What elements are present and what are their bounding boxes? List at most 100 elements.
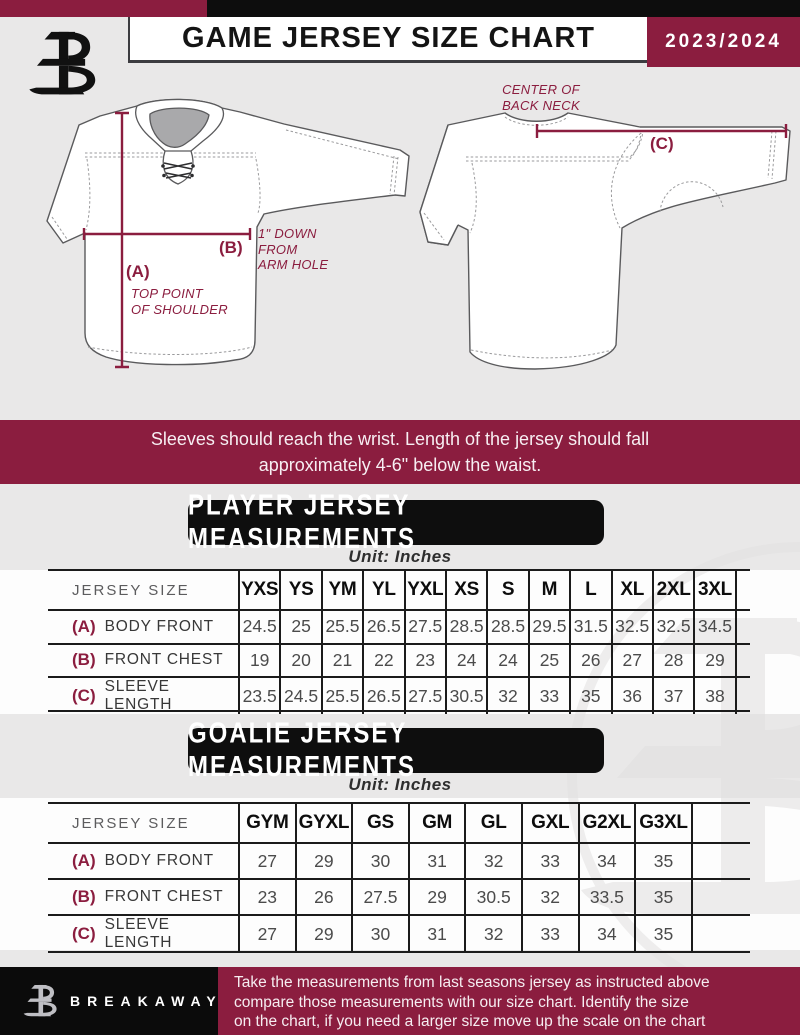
value-cell: 34.5 xyxy=(693,611,734,643)
row-key: (A) xyxy=(72,851,96,871)
goalie-measurements-table: JERSEY SIZE GYM GYXL GS GM GL GXL G2XL G3XL (A) BO… xyxy=(48,802,750,953)
size-column-header: GS xyxy=(351,804,408,842)
footer-line-1: Take the measurements from last seasons … xyxy=(234,974,710,991)
value-cell: 19 xyxy=(238,644,279,676)
empty-trailing-cell xyxy=(734,678,750,714)
breakaway-b-logo xyxy=(26,24,102,104)
value-cell: 38 xyxy=(693,678,734,714)
value-cell: 29.5 xyxy=(527,611,569,643)
value-cell: 36 xyxy=(610,678,652,714)
header-black-strip xyxy=(207,0,800,17)
value-cell: 26 xyxy=(569,644,610,676)
table-row: (B) FRONT CHEST 19 20 21 22 23 24 24 25 26 27 28 29 xyxy=(48,644,750,678)
empty-trailing-cell xyxy=(734,611,750,643)
player-measurements-table: JERSEY SIZE YXS YS YM YL YXL XS S M L XL 2XL 3XL (A) B… xyxy=(48,569,750,714)
size-column-header: GYXL xyxy=(294,804,352,842)
size-column-header: YM xyxy=(320,571,362,609)
value-cell: 27 xyxy=(610,644,652,676)
notice-line-1: Sleeves should reach the wrist. Length o… xyxy=(150,429,650,449)
size-column-header: G3XL xyxy=(634,804,691,842)
value-cell: 33 xyxy=(527,678,569,714)
season-badge: 2023/2024 xyxy=(647,17,800,67)
value-cell: 29 xyxy=(407,880,465,915)
value-cell: 22 xyxy=(362,644,403,676)
size-column-header: XL xyxy=(610,571,652,609)
table-row: (B) FRONT CHEST 23 26 27.5 29 30.5 32 33.5 35 xyxy=(48,880,750,917)
row-label: BODY FRONT xyxy=(104,852,214,870)
table-row: (C) SLEEVE LENGTH 23.5 24.5 25.5 26.5 27.5 30.5… xyxy=(48,678,750,714)
player-section-heading: PLAYER JERSEY MEASUREMENTS xyxy=(188,489,417,555)
header-maroon-strip xyxy=(0,0,207,17)
goalie-section-heading-box: GOALIE JERSEY MEASUREMENTS xyxy=(188,717,604,782)
label-center-back-neck: CENTER OF BACK NECK xyxy=(502,82,580,113)
value-cell: 29 xyxy=(294,844,352,879)
footer-b-logo xyxy=(22,981,60,1021)
value-cell: 21 xyxy=(320,644,362,676)
size-header-label: JERSEY SIZE xyxy=(72,581,190,599)
value-cell: 23.5 xyxy=(238,678,279,714)
value-cell: 28.5 xyxy=(486,611,527,643)
size-column-header: GM xyxy=(407,804,465,842)
footer-brand-box: BREAKAWAY xyxy=(0,967,218,1035)
value-cell: 23 xyxy=(238,880,295,915)
page-title: GAME JERSEY SIZE CHART xyxy=(181,22,596,54)
season-label: 2023/2024 xyxy=(665,31,782,52)
empty-trailing-cell xyxy=(690,844,750,879)
value-cell: 29 xyxy=(294,916,352,953)
row-key: (B) xyxy=(72,650,96,670)
value-cell: 37 xyxy=(651,678,693,714)
value-cell: 34 xyxy=(577,916,635,953)
measure-lines-front xyxy=(82,111,252,369)
goalie-section-heading: GOALIE JERSEY MEASUREMENTS xyxy=(188,717,417,783)
value-cell: 35 xyxy=(569,678,610,714)
row-label: SLEEVE LENGTH xyxy=(104,916,173,952)
size-column-header: S xyxy=(486,571,527,609)
fit-notice-banner: Sleeves should reach the wrist. Length o… xyxy=(0,420,800,484)
size-column-header: GYM xyxy=(238,804,295,842)
table-row: (C) SLEEVE LENGTH 27 29 30 31 32 33 34 35 xyxy=(48,916,750,953)
value-cell: 33 xyxy=(520,916,578,953)
value-cell: 28 xyxy=(651,644,693,676)
value-cell: 25 xyxy=(279,611,320,643)
empty-trailing-cell xyxy=(690,916,750,953)
size-column-header: GXL xyxy=(520,804,578,842)
value-cell: 31.5 xyxy=(569,611,610,643)
label-c-key: (C) xyxy=(650,134,674,153)
size-column-header: YXL xyxy=(403,571,445,609)
value-cell: 25.5 xyxy=(320,678,362,714)
row-label-cell: (B) FRONT CHEST xyxy=(48,645,238,677)
size-column-header: 3XL xyxy=(693,571,734,609)
value-cell: 24 xyxy=(486,644,527,676)
measure-lines-back xyxy=(535,124,788,138)
size-column-header: 2XL xyxy=(651,571,693,609)
value-cell: 28.5 xyxy=(444,611,486,643)
value-cell: 25 xyxy=(527,644,569,676)
value-cell: 34 xyxy=(577,844,635,879)
value-cell: 32.5 xyxy=(610,611,652,643)
value-cell: 35 xyxy=(634,880,691,915)
row-label: BODY FRONT xyxy=(104,617,214,635)
value-cell: 26.5 xyxy=(362,678,403,714)
size-header-label: JERSEY SIZE xyxy=(72,814,190,832)
row-key: (C) xyxy=(72,686,96,705)
label-arm-hole: 1" DOWN FROM ARM HOLE xyxy=(258,226,329,272)
player-section-heading-box: PLAYER JERSEY MEASUREMENTS xyxy=(188,489,604,554)
table-header-row: JERSEY SIZE GYM GYXL GS GM GL GXL G2XL G3XL xyxy=(48,804,750,844)
row-key: (C) xyxy=(72,924,96,944)
value-cell: 30.5 xyxy=(464,880,521,915)
size-column-header: YXS xyxy=(238,571,279,609)
label-b-key: (B) xyxy=(219,238,243,257)
value-cell: 35 xyxy=(634,844,691,879)
empty-trailing-cell xyxy=(690,804,750,842)
value-cell: 26 xyxy=(294,880,352,915)
size-column-header: L xyxy=(569,571,610,609)
notice-line-2: approximately 4-6" below the waist. xyxy=(258,455,542,475)
row-label-cell: (B) FRONT CHEST xyxy=(48,880,238,914)
empty-trailing-cell xyxy=(734,571,750,609)
value-cell: 24.5 xyxy=(238,611,279,643)
value-cell: 27.5 xyxy=(351,880,408,915)
value-cell: 27 xyxy=(238,844,295,879)
front-jersey-illustration xyxy=(46,98,410,369)
footer-line-2: compare those measurements with our size… xyxy=(234,993,689,1011)
